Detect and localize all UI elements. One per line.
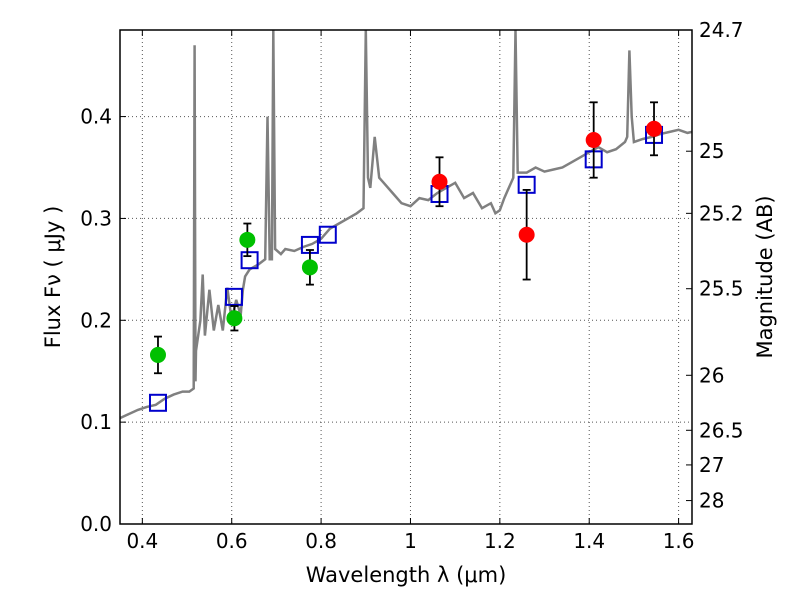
y2-tick-label: 24.7 [699, 18, 744, 42]
observed-flux-point [226, 310, 243, 327]
y2-tick-label: 28 [699, 489, 724, 513]
x-tick-label: 1.4 [573, 529, 605, 553]
observed-flux-point [239, 231, 256, 248]
observed-flux-point [149, 346, 166, 363]
model-flux-square [318, 225, 337, 244]
y2-tick-label: 26 [699, 363, 724, 387]
x-tick-label: 1 [404, 529, 417, 553]
y2-axis-label: Magnitude (AB) [753, 195, 777, 358]
y-tick-label: 0.3 [80, 206, 112, 230]
observed-flux-point [585, 132, 602, 149]
y-tick-label: 0.1 [80, 410, 112, 434]
model-spectrum [120, 30, 692, 420]
observed-flux-point [646, 120, 663, 137]
x-axis-label: Wavelength λ (μm) [306, 563, 507, 587]
y2-tick-label: 25 [699, 139, 724, 163]
axes: 0.4 0.6 0.8 1 1.2 1.4 1.6 0.0 0.1 0.2 0.3 0.4 24.7 25… [80, 18, 743, 553]
data-markers [148, 101, 664, 412]
y-tick-label: 0.4 [80, 105, 112, 129]
plot-frame [119, 29, 693, 525]
y2-tick-label: 25.5 [699, 277, 744, 301]
model-flux-square [148, 393, 167, 412]
observed-flux-point [431, 173, 448, 190]
spectrum-line [120, 30, 692, 420]
x-tick-label: 0.4 [126, 529, 158, 553]
y2-tick-label: 25.2 [699, 201, 744, 225]
x-tick-label: 1.2 [484, 529, 516, 553]
x-tick-label: 0.6 [216, 529, 248, 553]
model-flux-square [224, 287, 243, 306]
y-tick-label: 0.0 [80, 512, 112, 536]
model-flux-square [240, 251, 259, 270]
x-tick-label: 1.6 [663, 529, 695, 553]
x-tick-label: 0.8 [305, 529, 337, 553]
y2-tick-label: 27 [699, 453, 724, 477]
observed-flux-point [518, 226, 535, 243]
y-axis-label: Flux Fν ( μJy ) [41, 206, 65, 349]
y-tick-label: 0.2 [80, 308, 112, 332]
observed-flux-point [301, 259, 318, 276]
grid [120, 30, 692, 524]
y2-tick-label: 26.5 [699, 418, 744, 442]
